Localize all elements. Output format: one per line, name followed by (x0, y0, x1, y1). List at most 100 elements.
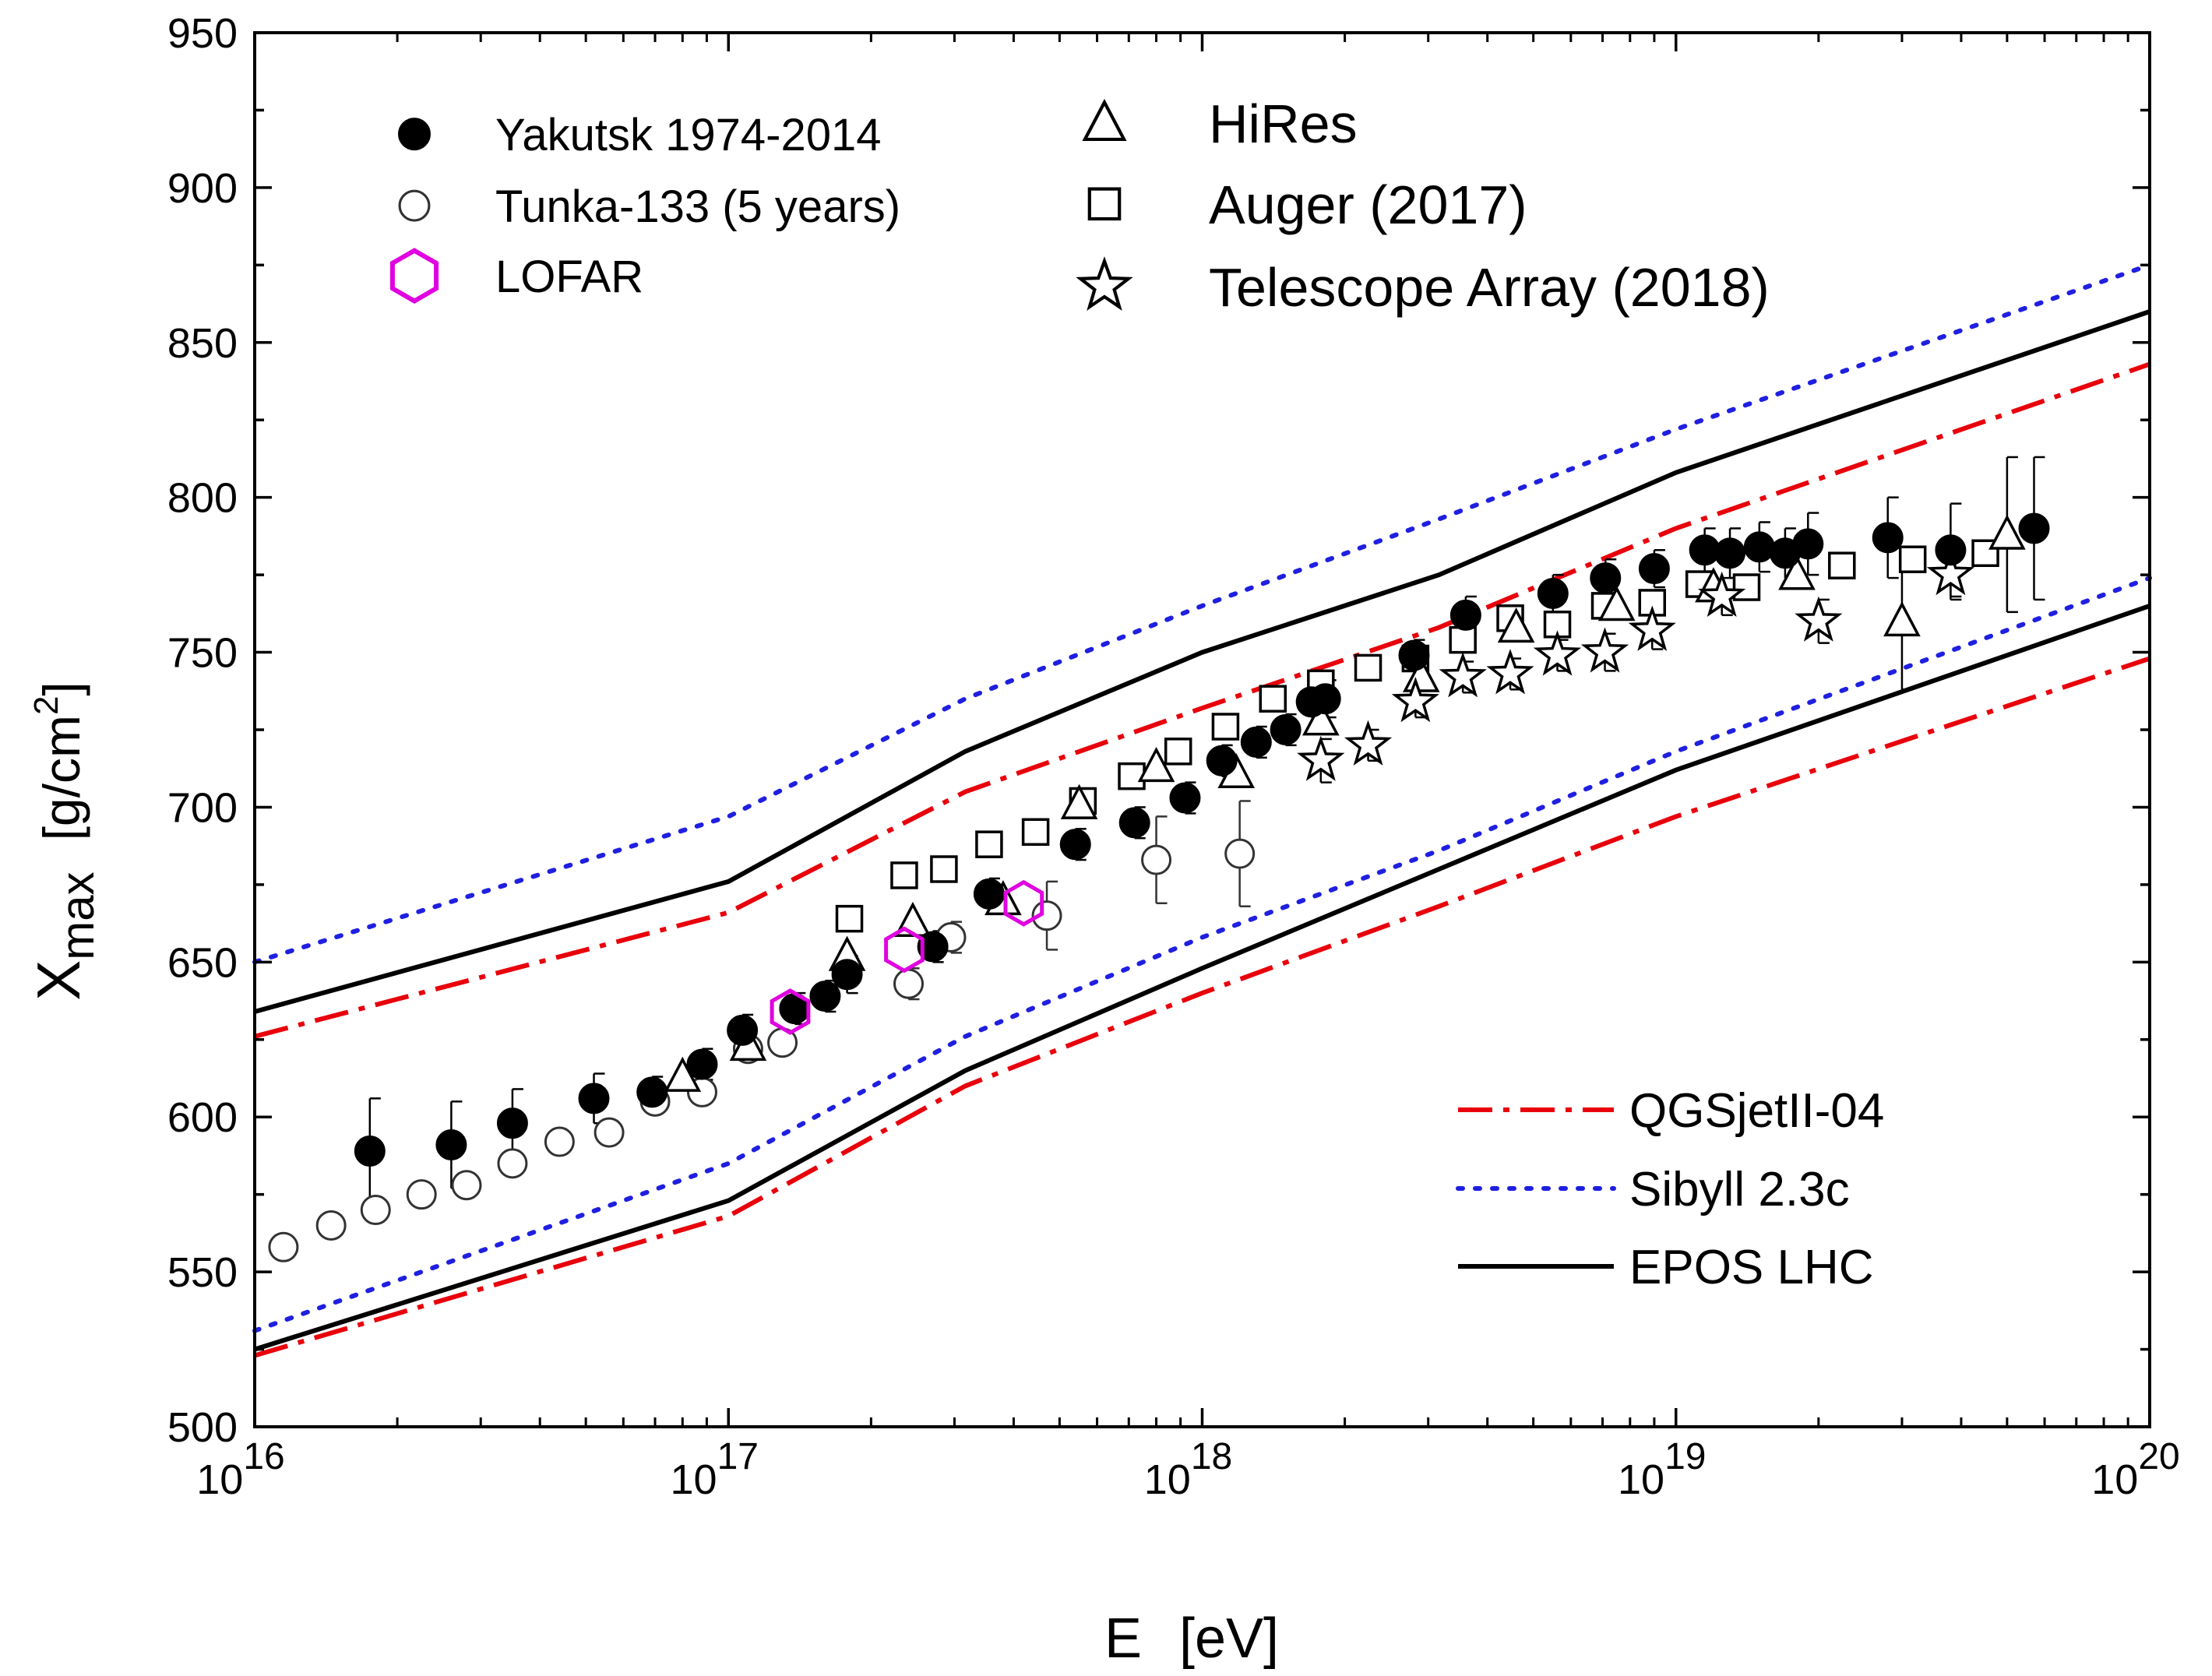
yakutsk-point (354, 1135, 386, 1167)
legend-entry-hexagon: LOFAR (389, 248, 643, 304)
yakutsk-point (1270, 714, 1301, 745)
ta-point (1391, 676, 1439, 723)
legend-marker-hexagon (389, 248, 439, 304)
lofar-point (884, 926, 925, 974)
ta-point (1486, 649, 1534, 695)
yakutsk-point (1206, 745, 1238, 776)
ta-point (1580, 627, 1629, 673)
yakutsk-point (1714, 537, 1746, 569)
legend-line-entry: Sibyll 2.3c (1456, 1163, 1850, 1217)
yakutsk-point (496, 1107, 528, 1139)
y-tick-label: 750 (167, 630, 238, 677)
hires-point (1402, 657, 1440, 692)
x-tick-label-base: 10 (1144, 1456, 1191, 1503)
yakutsk-point (1118, 807, 1150, 839)
hires-point (1137, 746, 1175, 783)
y-tick-label: 800 (167, 475, 238, 522)
ta-point (1926, 549, 1975, 596)
ta-point (1439, 652, 1487, 698)
ta-point (1698, 571, 1746, 617)
auger-point (1354, 653, 1382, 682)
svg-text:E[eV]: E [eV] (1104, 1607, 1279, 1670)
auger-point (1164, 738, 1192, 766)
legend-marker-shape (1087, 187, 1122, 221)
hires-point (1302, 700, 1340, 736)
legend-line-entry: QGSjetII-04 (1458, 1084, 1884, 1138)
yakutsk-point (727, 1014, 759, 1046)
legend: Yakutsk 1974-2014 Tunka-133 (5 years) LOFA… (389, 93, 1884, 1294)
auger-point (1732, 573, 1761, 601)
legend-marker-open-circle (398, 189, 431, 222)
tunka-point (406, 1179, 437, 1210)
tunka-point (544, 1126, 575, 1157)
legend-entry-square: Auger (2017) (1087, 174, 1527, 235)
x-axis-title-unit: [eV] (1179, 1607, 1279, 1670)
y-tick-label: 650 (167, 939, 238, 986)
hires-point (1883, 601, 1921, 637)
tunka-point (315, 1209, 347, 1241)
legend-line-label: Sibyll 2.3c (1629, 1163, 1850, 1217)
tunka-point (893, 968, 925, 999)
x-tick-label: 1018 (1144, 1436, 1232, 1503)
legend-entry-triangle: HiRes (1082, 93, 1358, 154)
model-line-sibyll-upper (252, 262, 2152, 965)
auger-point (1259, 685, 1287, 713)
x-tick-label: 1020 (2091, 1436, 2179, 1503)
legend-marker-shape (1082, 98, 1127, 142)
tunka-point (451, 1170, 482, 1201)
yakutsk-point (1638, 553, 1670, 585)
y-tick-label: 500 (167, 1404, 238, 1451)
legend-marker-shape (1076, 256, 1133, 311)
yakutsk-point (1059, 829, 1091, 861)
yakutsk-point (831, 959, 863, 991)
legend-marker-triangle (1082, 98, 1127, 142)
x-tick-label-base: 10 (2091, 1456, 2138, 1503)
yakutsk-point (1449, 599, 1481, 631)
tunka-point (360, 1195, 391, 1226)
x-tick-label-exponent: 18 (1191, 1436, 1232, 1477)
y-tick-label: 600 (167, 1094, 238, 1141)
yakutsk-point (2018, 512, 2050, 544)
x-axis-title-main: E (1104, 1607, 1142, 1670)
x-tick-label-base: 10 (1618, 1456, 1664, 1503)
legend-entry-star: Telescope Array (2018) (1076, 256, 1770, 318)
y-axis-title-main: X (24, 960, 93, 1001)
legend-label: LOFAR (495, 252, 643, 302)
auger-point (930, 855, 958, 883)
hires-point (1778, 555, 1816, 590)
hires-point (664, 1056, 702, 1092)
legend-label: Telescope Array (2018) (1209, 257, 1770, 318)
y-axis-title-unit: [g/cm (33, 715, 90, 840)
plot-frame (253, 31, 2151, 1428)
x-tick-label-base: 10 (196, 1456, 243, 1503)
yakutsk-point (686, 1048, 718, 1080)
legend-label: HiRes (1209, 93, 1358, 154)
legend-marker-filled-circle (398, 118, 431, 151)
auger-point (835, 904, 864, 933)
yakutsk-point (1935, 534, 1967, 566)
legend-marker-square (1087, 187, 1122, 221)
auger-point (1449, 625, 1477, 654)
yakutsk-point (1169, 782, 1201, 814)
legend-label: Yakutsk 1974-2014 (495, 110, 882, 160)
x-tick-label-exponent: 19 (1664, 1436, 1706, 1477)
model-line-qgsjet-lower (254, 656, 2150, 1358)
y-tick-label: 900 (167, 165, 238, 212)
ta-point (1297, 735, 1345, 781)
auger-point (1021, 818, 1050, 847)
x-tick-label: 1019 (1618, 1436, 1706, 1503)
ta-point (1533, 630, 1582, 676)
y-tick-label: 550 (167, 1249, 238, 1296)
y-axis-title-unit-end: ] (33, 681, 90, 695)
ta-point (1628, 605, 1676, 651)
legend-marker-star (1076, 256, 1133, 311)
tunka-point (268, 1231, 299, 1262)
tunka-point (1031, 900, 1062, 931)
x-tick-label-exponent: 17 (717, 1436, 759, 1477)
y-tick-label: 700 (167, 784, 238, 831)
ta-point (1795, 596, 1843, 642)
yakutsk-point (1240, 726, 1272, 758)
x-tick-label-base: 10 (671, 1456, 717, 1503)
